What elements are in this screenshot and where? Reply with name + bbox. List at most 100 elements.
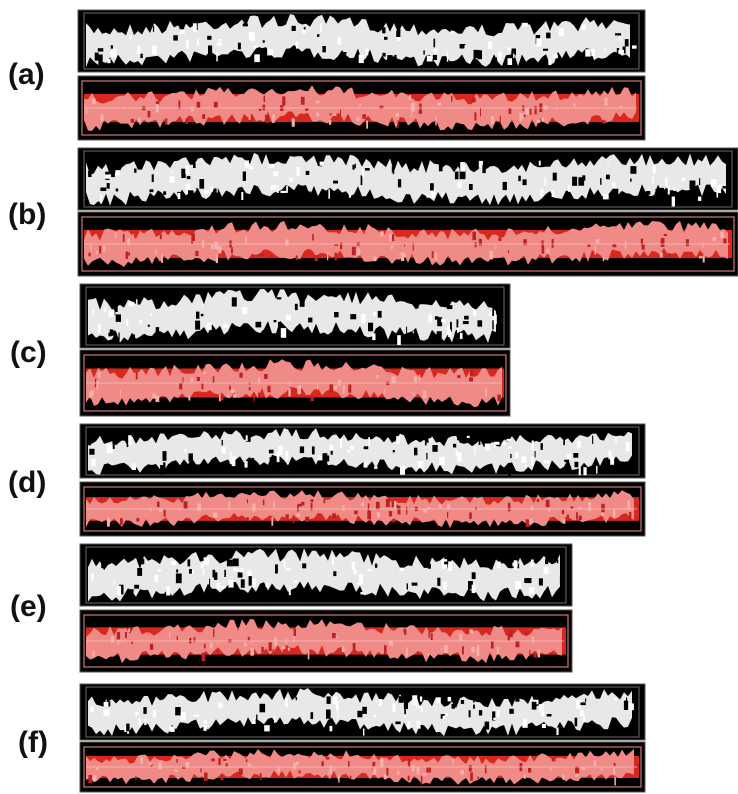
speck xyxy=(532,636,534,644)
speck xyxy=(491,116,495,125)
speck xyxy=(94,52,99,61)
speck xyxy=(276,297,282,300)
speck xyxy=(433,48,438,55)
texture xyxy=(86,14,630,68)
speck xyxy=(361,502,364,507)
speck xyxy=(342,384,345,394)
speck xyxy=(422,390,427,398)
speck xyxy=(640,238,643,246)
speck xyxy=(593,760,597,767)
speck xyxy=(534,451,536,458)
speck xyxy=(203,725,207,731)
speck xyxy=(252,578,256,587)
speck xyxy=(548,59,552,66)
panel: (e) xyxy=(10,543,573,673)
speck xyxy=(261,646,264,653)
speck xyxy=(472,231,476,241)
speck xyxy=(286,185,288,193)
speck xyxy=(255,321,262,328)
speck xyxy=(396,436,400,444)
speck xyxy=(579,710,584,717)
speck xyxy=(310,502,313,511)
speck xyxy=(447,511,449,518)
speck xyxy=(300,96,305,105)
speck xyxy=(175,707,181,716)
speck xyxy=(530,505,534,511)
speck xyxy=(417,461,424,469)
speck xyxy=(424,441,427,446)
speck xyxy=(457,452,462,462)
speck xyxy=(419,103,422,112)
speck xyxy=(411,102,415,112)
speck xyxy=(492,711,496,721)
speck xyxy=(392,450,395,453)
panel-label: (d) xyxy=(8,466,46,499)
speck xyxy=(185,183,191,190)
speck xyxy=(202,114,206,119)
speck xyxy=(604,48,607,52)
speck xyxy=(297,385,301,395)
speck xyxy=(352,726,355,733)
speck xyxy=(169,726,175,732)
speck xyxy=(218,702,223,709)
speck xyxy=(249,165,254,170)
speck xyxy=(248,31,253,39)
speck xyxy=(98,54,103,65)
speck xyxy=(252,503,256,512)
speck xyxy=(282,96,286,106)
speck xyxy=(531,440,534,451)
speck xyxy=(495,246,497,249)
speck xyxy=(388,511,393,517)
speck xyxy=(420,706,423,712)
speck xyxy=(434,591,439,595)
speck xyxy=(277,767,280,776)
speck xyxy=(132,463,136,470)
speck xyxy=(246,517,249,521)
speck xyxy=(335,701,339,711)
speck xyxy=(722,186,726,189)
speck xyxy=(248,382,251,385)
speck xyxy=(602,256,605,262)
speck xyxy=(544,460,550,464)
speck xyxy=(333,113,337,116)
speck xyxy=(152,25,155,32)
speck xyxy=(130,118,134,123)
speck xyxy=(404,705,406,715)
speck xyxy=(108,332,112,337)
speck xyxy=(616,48,620,56)
panel-label: (f) xyxy=(18,726,48,759)
speck xyxy=(218,39,222,42)
speck xyxy=(385,498,390,508)
speck xyxy=(496,561,501,569)
speck xyxy=(350,314,357,320)
speck xyxy=(601,509,604,517)
speck xyxy=(301,501,305,506)
speck xyxy=(191,241,193,244)
speck xyxy=(356,117,360,122)
speck xyxy=(625,442,630,452)
frame xyxy=(85,546,567,604)
speck xyxy=(200,563,204,569)
speck xyxy=(196,101,201,109)
speck xyxy=(529,650,531,657)
speck xyxy=(336,636,338,639)
speck xyxy=(614,697,617,701)
speck xyxy=(545,558,549,565)
speck xyxy=(288,587,291,596)
speck xyxy=(215,254,218,264)
speck xyxy=(541,696,545,700)
speck xyxy=(285,567,291,571)
speck xyxy=(575,699,582,709)
speck xyxy=(140,53,143,59)
speck xyxy=(384,36,388,40)
speck xyxy=(398,28,401,32)
speck xyxy=(351,246,356,256)
speck xyxy=(99,245,102,254)
speck xyxy=(230,388,235,393)
speck xyxy=(432,54,437,60)
speck xyxy=(322,453,328,463)
speck xyxy=(615,436,617,444)
speck xyxy=(229,458,233,464)
speck xyxy=(232,558,239,567)
speck xyxy=(400,466,405,475)
